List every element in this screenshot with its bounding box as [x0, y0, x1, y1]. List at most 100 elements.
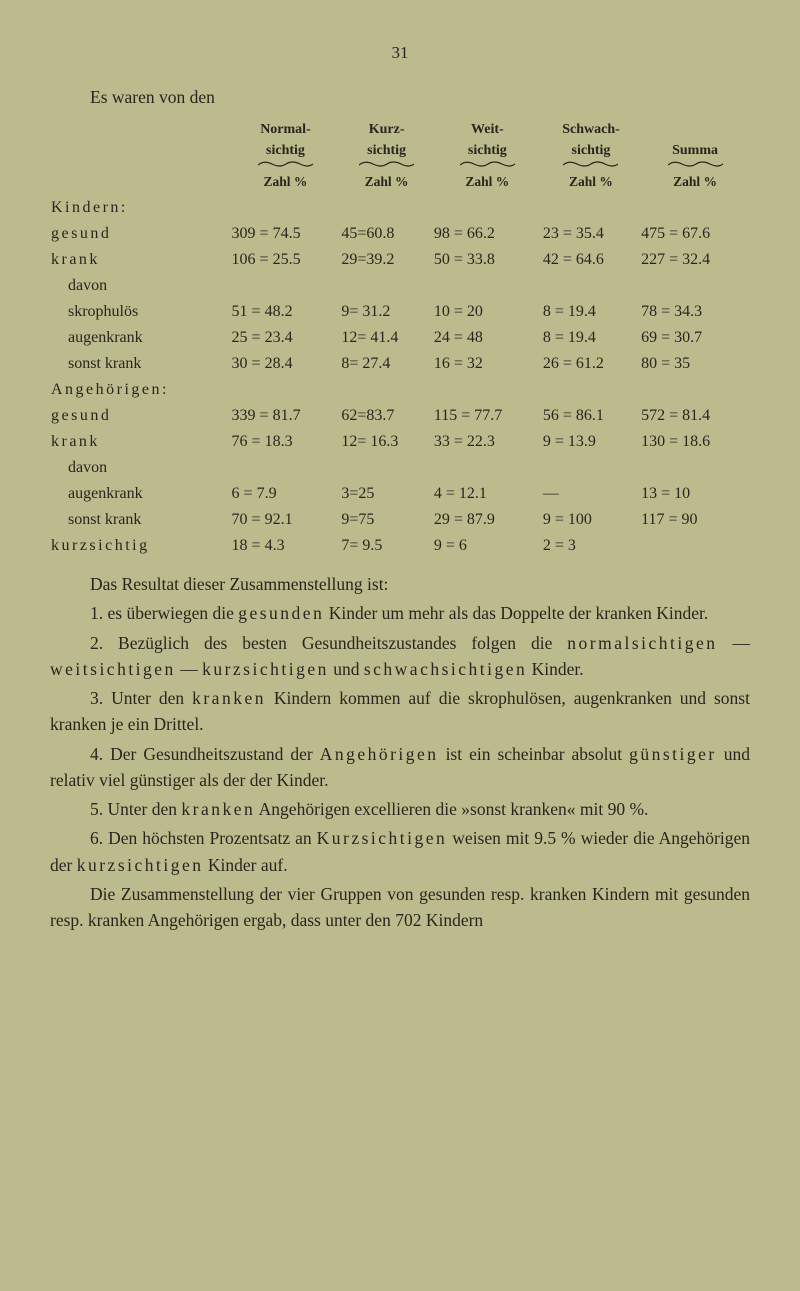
data-cell: 56 = 86.1	[542, 403, 640, 429]
data-cell: 24 = 48	[433, 325, 542, 351]
row-label: krank	[50, 429, 231, 455]
table-row: gesund339 = 81.762=83.7115 = 77.756 = 86…	[50, 403, 750, 429]
col-header: Summa	[640, 118, 750, 171]
header-row-2: Zahl % Zahl % Zahl % Zahl % Zahl %	[50, 171, 750, 195]
data-cell: 475 = 67.6	[640, 221, 750, 247]
paragraph: 3. Unter den kranken Kindern kommen auf …	[50, 685, 750, 738]
data-cell: 9 = 100	[542, 507, 640, 533]
data-cell: 9= 31.2	[340, 299, 433, 325]
data-cell: 76 = 18.3	[231, 429, 341, 455]
data-cell	[542, 273, 640, 299]
data-cell: 45=60.8	[340, 221, 433, 247]
data-cell: 339 = 81.7	[231, 403, 341, 429]
table-row: davon	[50, 455, 750, 481]
data-cell: 12= 41.4	[340, 325, 433, 351]
data-cell: 572 = 81.4	[640, 403, 750, 429]
paragraph: Das Resultat dieser Zusammenstellung ist…	[50, 571, 750, 597]
row-label: augenkrank	[50, 325, 231, 351]
table-row: krank106 = 25.529=39.250 = 33.842 = 64.6…	[50, 247, 750, 273]
paragraph: 4. Der Gesundheitszustand der Angehörige…	[50, 741, 750, 794]
data-cell	[433, 455, 542, 481]
row-label: davon	[50, 273, 231, 299]
row-label: davon	[50, 455, 231, 481]
table-row: sonst krank30 = 28.48= 27.416 = 3226 = 6…	[50, 351, 750, 377]
data-cell: 4 = 12.1	[433, 481, 542, 507]
sub-header-cell: Zahl %	[231, 171, 341, 195]
row-label: sonst krank	[50, 351, 231, 377]
data-cell: 13 = 10	[640, 481, 750, 507]
data-cell	[640, 195, 750, 221]
data-cell: 7= 9.5	[340, 533, 433, 559]
data-cell: 9 = 6	[433, 533, 542, 559]
row-label: augenkrank	[50, 481, 231, 507]
data-cell	[542, 377, 640, 403]
data-cell: 106 = 25.5	[231, 247, 341, 273]
data-cell: 69 = 30.7	[640, 325, 750, 351]
data-cell: 9 = 13.9	[542, 429, 640, 455]
data-cell: 10 = 20	[433, 299, 542, 325]
data-cell: 33 = 22.3	[433, 429, 542, 455]
table-row: kurzsichtig18 = 4.37= 9.59 = 62 = 3	[50, 533, 750, 559]
data-cell	[640, 533, 750, 559]
tilde-icon	[563, 161, 618, 167]
data-cell	[640, 273, 750, 299]
data-cell: 9=75	[340, 507, 433, 533]
data-cell	[231, 273, 341, 299]
data-cell: 70 = 92.1	[231, 507, 341, 533]
table-row: gesund309 = 74.545=60.898 = 66.223 = 35.…	[50, 221, 750, 247]
data-cell: 8= 27.4	[340, 351, 433, 377]
data-cell: 3=25	[340, 481, 433, 507]
sub-header-cell: Zahl %	[433, 171, 542, 195]
data-cell	[640, 377, 750, 403]
data-cell: 29=39.2	[340, 247, 433, 273]
data-cell: 51 = 48.2	[231, 299, 341, 325]
data-table: Normal-sichtig Kurz-sichtig Weit-sichtig…	[50, 118, 750, 559]
data-cell: 117 = 90	[640, 507, 750, 533]
row-label: skrophulös	[50, 299, 231, 325]
data-cell: 8 = 19.4	[542, 299, 640, 325]
data-cell: —	[542, 481, 640, 507]
data-cell: 80 = 35	[640, 351, 750, 377]
data-cell: 8 = 19.4	[542, 325, 640, 351]
sub-header-cell: Zahl %	[640, 171, 750, 195]
paragraph: 5. Unter den kranken Angehörigen excelli…	[50, 796, 750, 822]
col-header: Schwach-sichtig	[542, 118, 640, 171]
data-cell: 42 = 64.6	[542, 247, 640, 273]
header-row-1: Normal-sichtig Kurz-sichtig Weit-sichtig…	[50, 118, 750, 171]
paragraph: Die Zusammenstellung der vier Gruppen vo…	[50, 881, 750, 934]
data-cell: 26 = 61.2	[542, 351, 640, 377]
data-cell: 18 = 4.3	[231, 533, 341, 559]
data-cell	[542, 195, 640, 221]
row-label: sonst krank	[50, 507, 231, 533]
data-cell: 50 = 33.8	[433, 247, 542, 273]
table-row: Kindern:	[50, 195, 750, 221]
table-row: skrophulös51 = 48.29= 31.210 = 208 = 19.…	[50, 299, 750, 325]
data-cell: 78 = 34.3	[640, 299, 750, 325]
row-label: gesund	[50, 403, 231, 429]
data-cell: 30 = 28.4	[231, 351, 341, 377]
table-row: augenkrank6 = 7.93=254 = 12.1—13 = 10	[50, 481, 750, 507]
data-cell: 62=83.7	[340, 403, 433, 429]
row-label: gesund	[50, 221, 231, 247]
tilde-icon	[258, 161, 313, 167]
row-label: Angehörigen:	[50, 377, 231, 403]
sub-header-cell: Zahl %	[340, 171, 433, 195]
col-header: Normal-sichtig	[231, 118, 341, 171]
data-cell: 12= 16.3	[340, 429, 433, 455]
data-cell	[433, 377, 542, 403]
tilde-icon	[460, 161, 515, 167]
data-cell	[231, 455, 341, 481]
data-cell	[231, 377, 341, 403]
tilde-icon	[668, 161, 723, 167]
row-label: Kindern:	[50, 195, 231, 221]
data-cell: 6 = 7.9	[231, 481, 341, 507]
table-row: augenkrank25 = 23.412= 41.424 = 488 = 19…	[50, 325, 750, 351]
table-row: sonst krank70 = 92.19=7529 = 87.99 = 100…	[50, 507, 750, 533]
data-cell	[542, 455, 640, 481]
paragraph: 2. Bezüglich des besten Gesundheitszusta…	[50, 630, 750, 683]
col-header: Weit-sichtig	[433, 118, 542, 171]
table-row: Angehörigen:	[50, 377, 750, 403]
data-cell: 98 = 66.2	[433, 221, 542, 247]
data-cell	[340, 273, 433, 299]
data-cell: 23 = 35.4	[542, 221, 640, 247]
